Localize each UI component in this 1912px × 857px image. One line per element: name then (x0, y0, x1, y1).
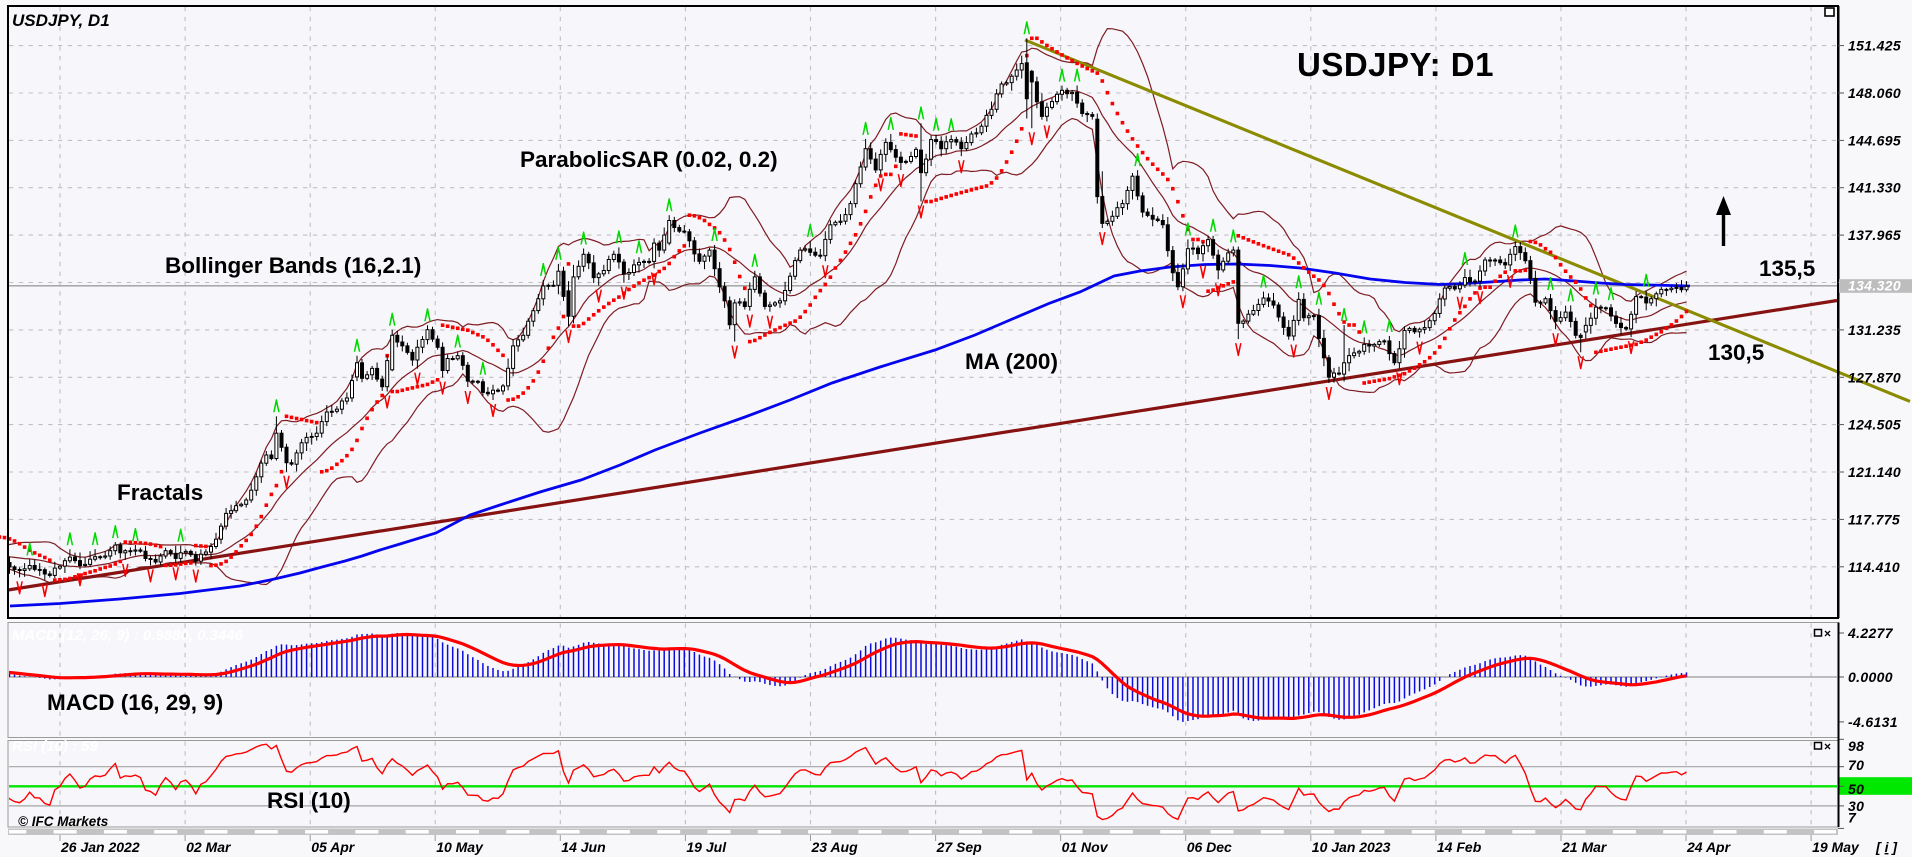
svg-text:MACD (12, 26, 9) : 0.9880, 0.3: MACD (12, 26, 9) : 0.9880, 0.3446 (12, 627, 244, 644)
svg-text:MACD (16, 29, 9): MACD (16, 29, 9) (47, 690, 223, 715)
svg-text:02 Mar: 02 Mar (186, 839, 232, 855)
svg-text:151.425: 151.425 (1848, 38, 1901, 54)
svg-text:05 Apr: 05 Apr (311, 839, 356, 855)
svg-text:RSI (10) : 59: RSI (10) : 59 (12, 738, 99, 755)
svg-text:×: × (1824, 627, 1831, 641)
svg-text:19 May: 19 May (1812, 839, 1860, 855)
svg-text:ParabolicSAR (0.02, 0.2): ParabolicSAR (0.02, 0.2) (520, 147, 778, 172)
svg-text:10 May: 10 May (436, 839, 484, 855)
svg-text:© IFC Markets: © IFC Markets (18, 814, 109, 829)
svg-text:RSI (10): RSI (10) (267, 788, 351, 813)
svg-text:98: 98 (1848, 738, 1864, 754)
svg-text:7: 7 (1848, 810, 1857, 826)
svg-text:137.965: 137.965 (1848, 227, 1901, 243)
svg-text:23 Aug: 23 Aug (811, 839, 859, 855)
svg-text:USDJPY, D1: USDJPY, D1 (12, 11, 110, 30)
svg-text:121.140: 121.140 (1848, 464, 1901, 480)
svg-text:130,5: 130,5 (1708, 340, 1764, 365)
svg-text:21 Mar: 21 Mar (1561, 839, 1608, 855)
svg-text:10 Jan 2023: 10 Jan 2023 (1312, 839, 1391, 855)
svg-text:-4.6131: -4.6131 (1848, 714, 1898, 730)
svg-text:127.870: 127.870 (1848, 369, 1901, 385)
svg-text:01 Nov: 01 Nov (1062, 839, 1109, 855)
svg-text:141.330: 141.330 (1848, 180, 1901, 196)
svg-text:134.320: 134.320 (1848, 277, 1901, 293)
svg-text:70: 70 (1848, 757, 1864, 773)
svg-text:131.235: 131.235 (1848, 322, 1901, 338)
svg-text:50: 50 (1848, 781, 1864, 797)
svg-text:0.0000: 0.0000 (1848, 669, 1893, 685)
svg-text:26 Jan 2022: 26 Jan 2022 (60, 839, 140, 855)
svg-text:24 Apr: 24 Apr (1686, 839, 1732, 855)
svg-text:USDJPY: D1: USDJPY: D1 (1297, 46, 1494, 83)
svg-text:MA (200): MA (200) (965, 349, 1058, 374)
svg-text:30: 30 (1848, 798, 1864, 814)
svg-text:27 Sep: 27 Sep (936, 839, 983, 855)
svg-text:Bollinger Bands (16,2.1): Bollinger Bands (16,2.1) (165, 253, 421, 278)
svg-text:06 Dec: 06 Dec (1187, 839, 1232, 855)
svg-text:117.775: 117.775 (1848, 511, 1900, 527)
svg-text:124.505: 124.505 (1848, 417, 1901, 433)
svg-text:4.2277: 4.2277 (1847, 625, 1894, 641)
svg-text:×: × (1824, 740, 1831, 754)
svg-text:135,5: 135,5 (1759, 256, 1815, 281)
svg-text:148.060: 148.060 (1848, 85, 1901, 101)
svg-text:19 Jul: 19 Jul (686, 839, 727, 855)
svg-text:Fractals: Fractals (117, 480, 203, 505)
svg-text:[ i ]: [ i ] (1875, 839, 1898, 855)
svg-text:14 Jun: 14 Jun (561, 839, 605, 855)
svg-text:114.410: 114.410 (1848, 559, 1900, 575)
svg-text:144.695: 144.695 (1848, 132, 1901, 148)
svg-text:14 Feb: 14 Feb (1437, 839, 1482, 855)
